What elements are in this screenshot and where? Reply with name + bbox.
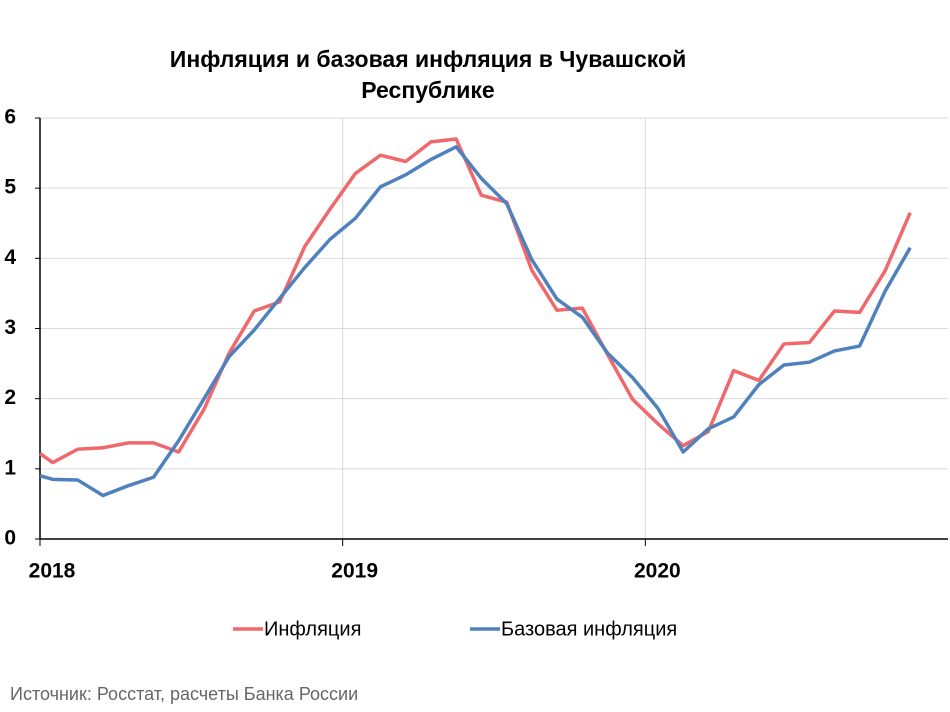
y-tick-label: 3 [4, 316, 16, 339]
source-note: Источник: Росстат, расчеты Банка России [10, 684, 359, 704]
y-tick-label: 0 [4, 527, 16, 550]
x-tick-label: 2019 [331, 560, 378, 583]
chart-title: Инфляция и базовая инфляция в Чувашской … [169, 46, 687, 103]
y-tick-label: 4 [4, 246, 16, 269]
y-tick-label: 5 [4, 176, 16, 199]
y-tick-label: 1 [4, 456, 16, 479]
series-line [38, 137, 912, 465]
y-tick-label: 6 [4, 106, 16, 129]
legend-label: Базовая инфляция [501, 618, 677, 640]
x-tick-label: 2020 [634, 560, 681, 583]
legend-label: Инфляция [264, 618, 361, 640]
series-line [39, 145, 912, 498]
y-tick-label: 2 [4, 386, 16, 409]
x-tick-label: 2018 [29, 560, 76, 583]
